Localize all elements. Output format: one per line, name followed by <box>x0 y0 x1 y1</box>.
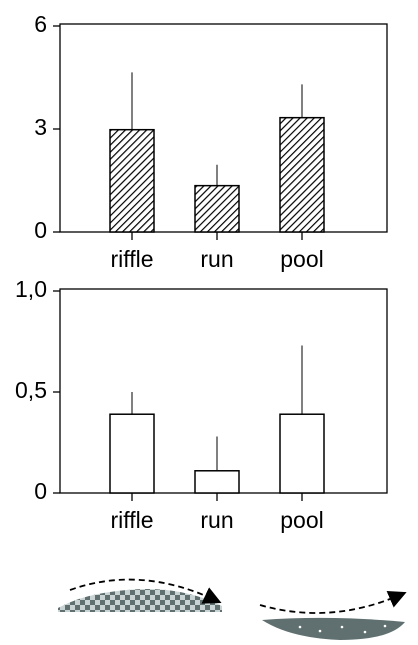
x-tick-label: riffle <box>110 246 153 272</box>
y-tick-label: 6 <box>34 11 47 37</box>
bar <box>279 116 325 233</box>
bar <box>279 413 325 494</box>
y-tick-label: 3 <box>34 114 47 140</box>
y-tick-label: 0 <box>34 217 47 243</box>
x-tick-label: run <box>200 507 233 533</box>
x-tick-label: pool <box>280 246 323 272</box>
x-tick-label: run <box>200 246 233 272</box>
bar <box>109 128 155 233</box>
x-tick-label: pool <box>280 507 323 533</box>
bar <box>194 470 240 494</box>
y-tick-label: 1,0 <box>15 276 47 302</box>
illustration-riffle <box>58 578 222 612</box>
bar <box>109 413 155 494</box>
x-tick-label: riffle <box>110 507 153 533</box>
illustration-pool <box>259 590 407 640</box>
y-tick-label: 0,5 <box>15 377 47 403</box>
plot-frame <box>59 288 388 494</box>
y-tick-label: 0 <box>34 478 47 504</box>
bar <box>194 184 240 233</box>
